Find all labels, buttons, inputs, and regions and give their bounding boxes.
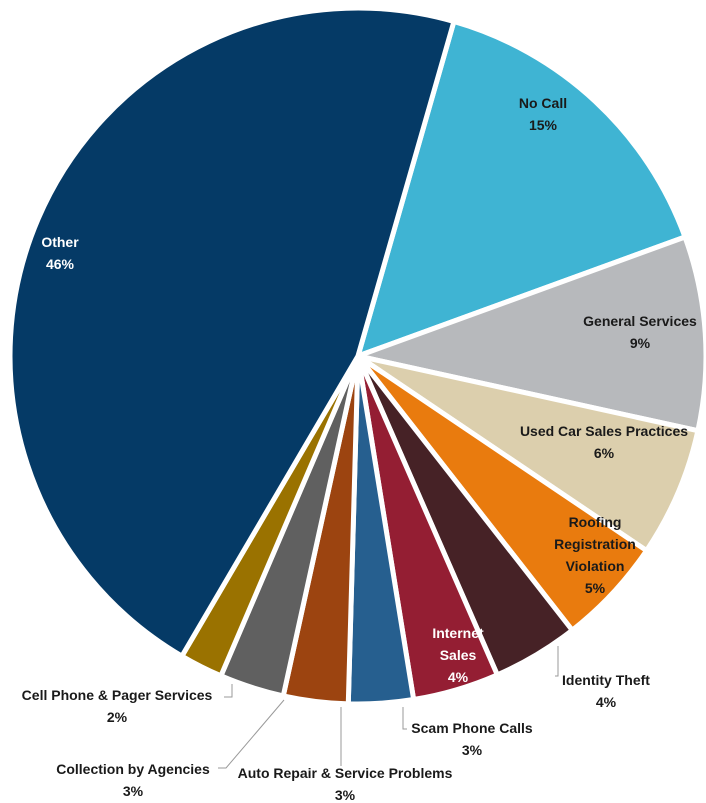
label-percent: 3% <box>123 783 144 799</box>
label-line: Auto Repair & Service Problems <box>238 765 453 781</box>
label-roofing-registration-violation: Roofing Registration Violation 5% <box>554 514 636 596</box>
label-line: Used Car Sales Practices <box>520 423 688 439</box>
label-line: General Services <box>583 313 697 329</box>
label-line: No Call <box>519 95 567 111</box>
label-collection-by-agencies: Collection by Agencies 3% <box>56 761 210 799</box>
label-auto-repair-and-service-problems: Auto Repair & Service Problems 3% <box>238 765 453 803</box>
slice-no-call <box>355 18 688 359</box>
label-no-call: No Call 15% <box>519 95 567 133</box>
label-percent: 15% <box>529 117 558 133</box>
label-percent: 3% <box>462 742 483 758</box>
label-percent: 9% <box>630 335 651 351</box>
label-percent: 5% <box>585 580 606 596</box>
label-line: Cell Phone & Pager Services <box>22 687 213 703</box>
label-internet-sales: Internet Sales 4% <box>432 625 484 685</box>
label-general-services: General Services 9% <box>583 313 697 351</box>
slice-general-services <box>355 234 706 434</box>
label-line: Identity Theft <box>562 672 650 688</box>
slice-used-car-sales-practices <box>355 353 701 554</box>
label-percent: 4% <box>596 694 617 710</box>
label-percent: 6% <box>594 445 615 461</box>
label-line: Internet <box>432 625 484 641</box>
label-cell-phone-and-pager-services: Cell Phone & Pager Services 2% <box>22 687 213 725</box>
slice-labels: No Call 15% General Services 9% Used Car Sal… <box>22 95 697 803</box>
label-line: Sales <box>440 647 477 663</box>
leader-collection-by-agencies <box>218 699 285 769</box>
pie-slices <box>7 5 706 707</box>
label-other: Other 46% <box>41 234 79 272</box>
label-line: Violation <box>566 558 625 574</box>
label-percent: 46% <box>46 256 75 272</box>
label-percent: 3% <box>335 787 356 803</box>
leader-lines <box>218 646 559 769</box>
label-line: Roofing <box>569 514 622 530</box>
label-scam-phone-calls: Scam Phone Calls 3% <box>411 720 533 758</box>
label-line: Registration <box>554 536 636 552</box>
label-percent: 2% <box>107 709 128 725</box>
leader-scam-phone-calls <box>402 707 407 730</box>
label-line: Other <box>41 234 79 250</box>
leader-identity-theft <box>555 646 559 677</box>
label-percent: 4% <box>448 669 469 685</box>
label-identity-theft: Identity Theft 4% <box>562 672 650 710</box>
slice-other <box>7 5 457 659</box>
label-line: Collection by Agencies <box>56 761 210 777</box>
label-used-car-sales-practices: Used Car Sales Practices 6% <box>520 423 688 461</box>
label-line: Scam Phone Calls <box>411 720 533 736</box>
leader-cell-phone-and-pager-services <box>224 684 233 698</box>
